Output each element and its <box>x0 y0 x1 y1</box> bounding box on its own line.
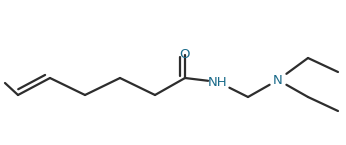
Text: N: N <box>273 74 283 87</box>
Text: O: O <box>180 48 190 61</box>
Text: NH: NH <box>208 76 228 88</box>
